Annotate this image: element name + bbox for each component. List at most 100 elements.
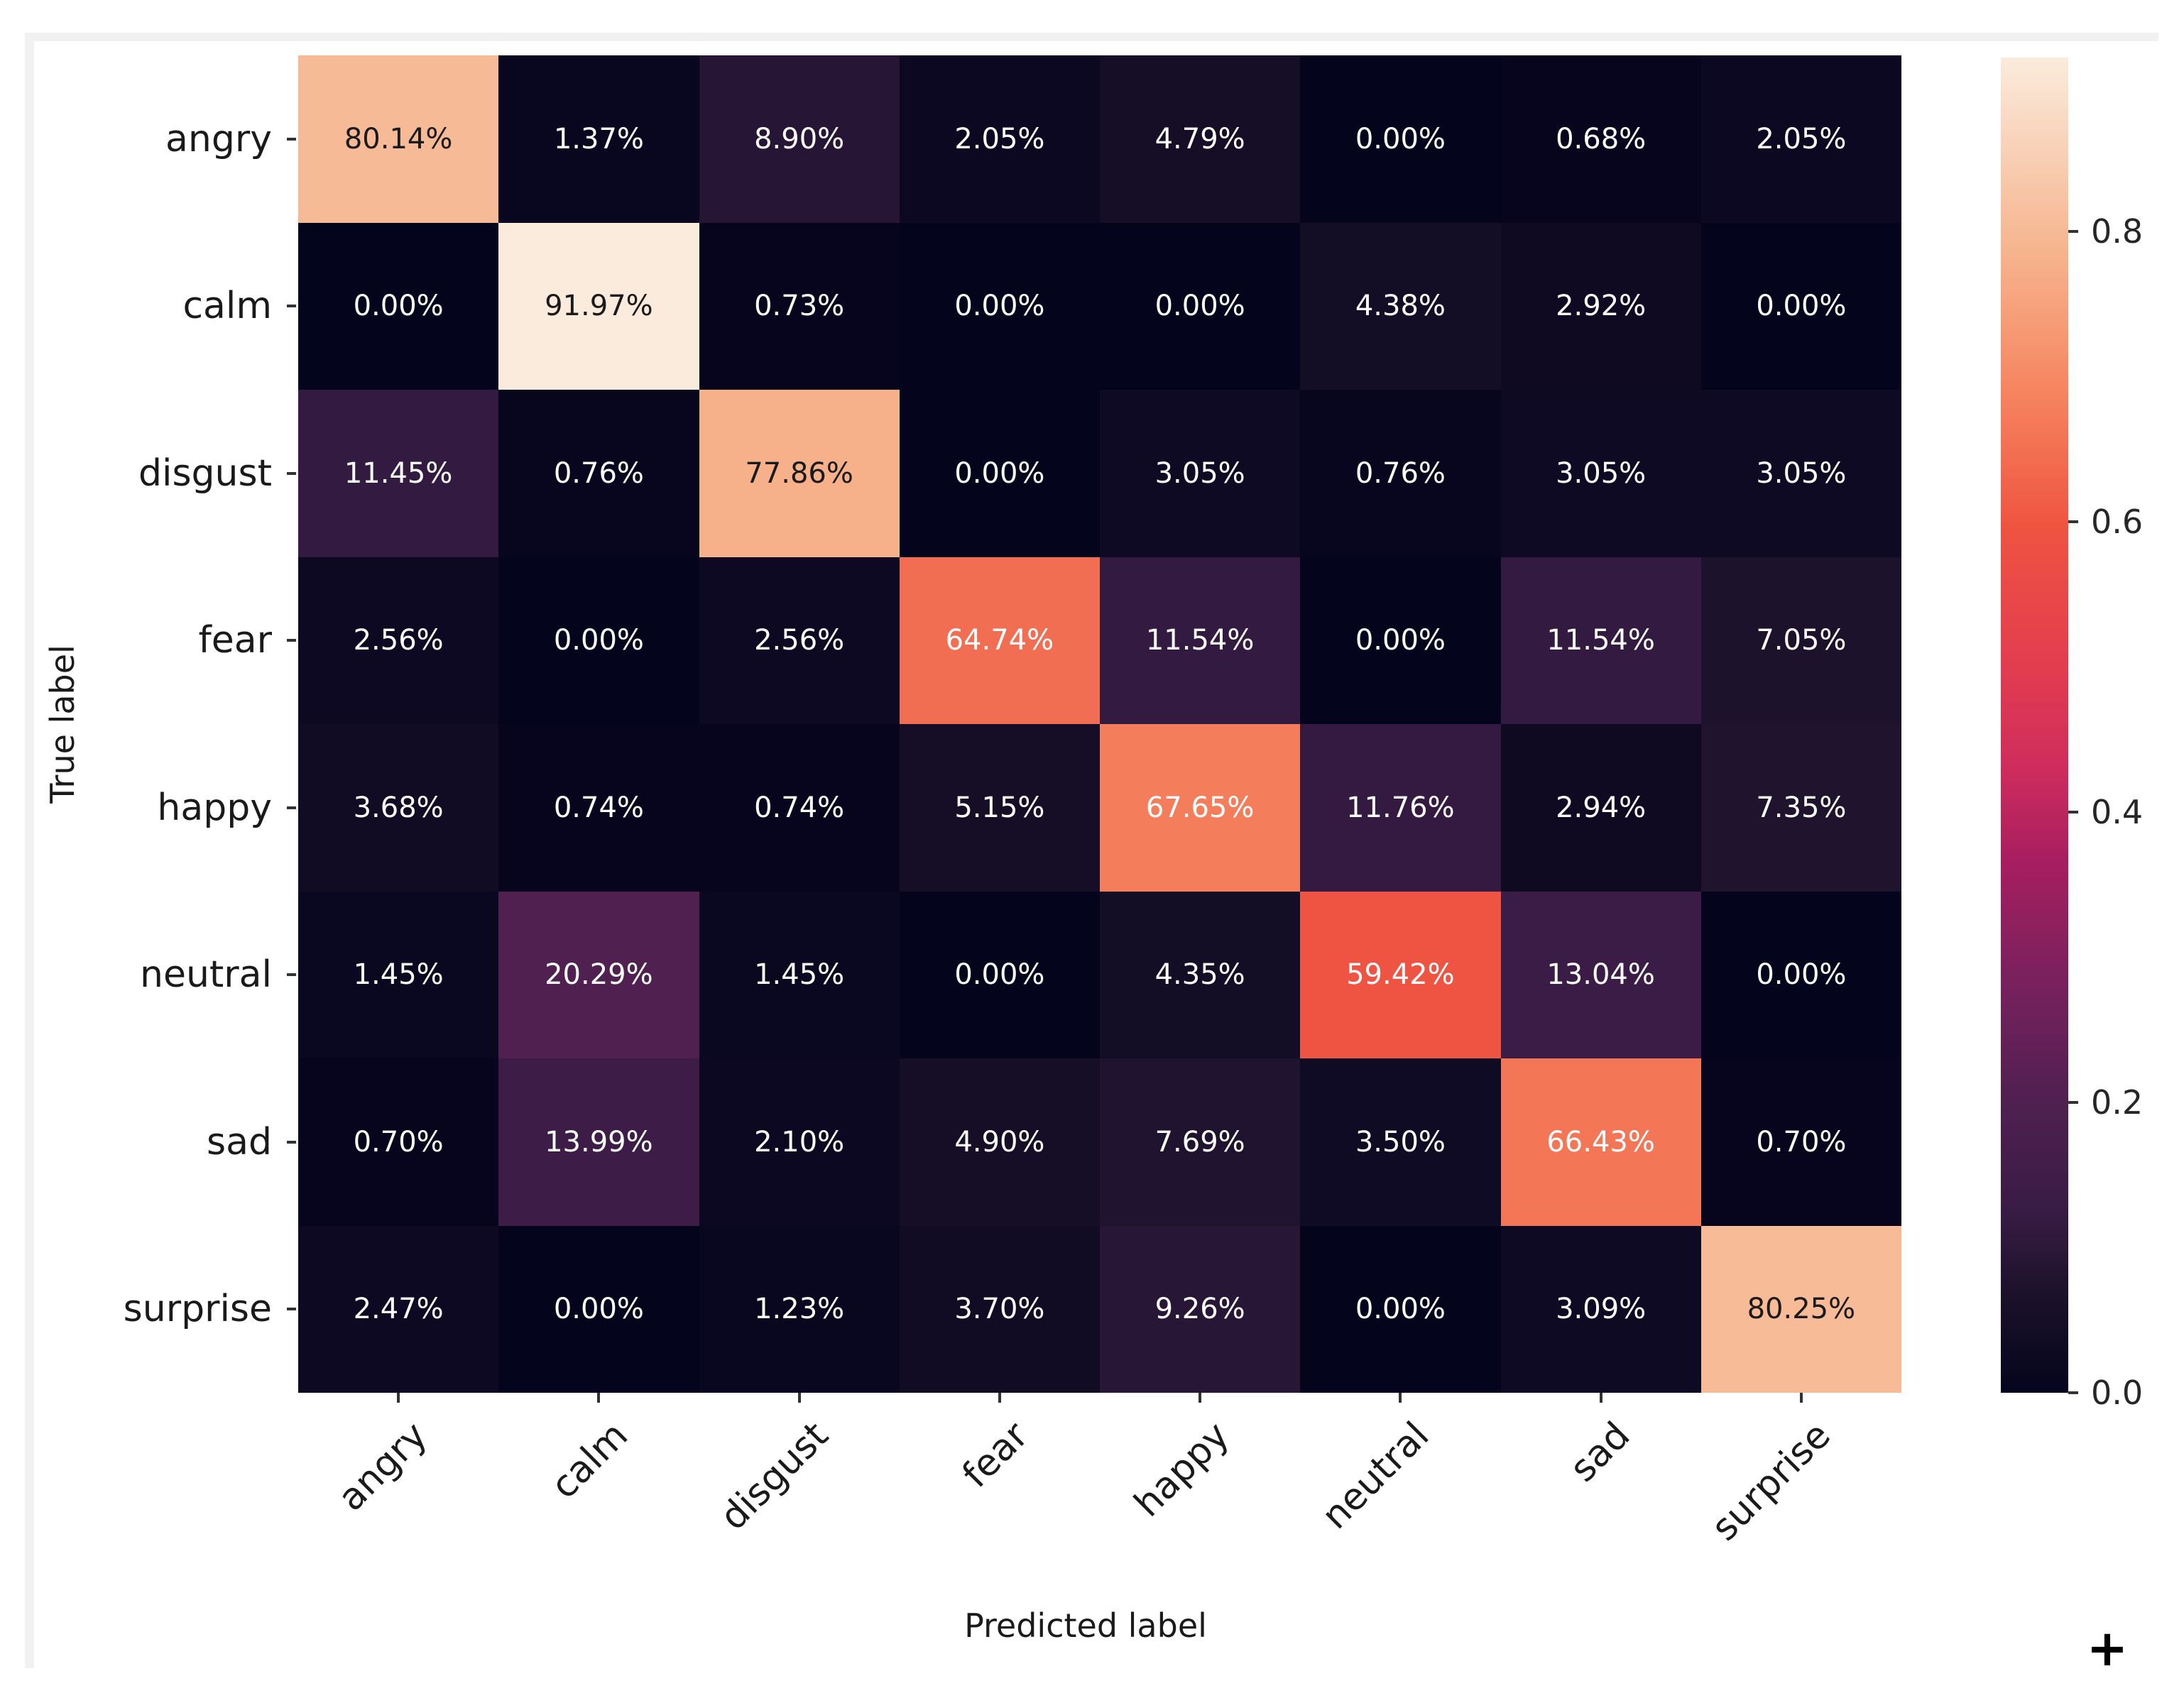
row-label-sad: sad <box>207 1120 272 1163</box>
colorbar-tick <box>2068 1100 2078 1104</box>
colorbar-tick <box>2068 520 2078 523</box>
cell-value: 0.70% <box>353 1125 444 1159</box>
heatmap-cell: 2.56% <box>699 557 900 724</box>
y-axis-tick <box>287 305 296 308</box>
cell-value: 0.74% <box>553 791 644 824</box>
cell-value: 0.00% <box>1756 290 1847 323</box>
heatmap-cell: 2.92% <box>1500 222 1701 390</box>
y-axis-tick <box>287 806 296 809</box>
heatmap-cell: 0.70% <box>1700 1058 1901 1226</box>
heatmap-cell: 0.70% <box>298 1058 499 1226</box>
heatmap-cell: 80.25% <box>1700 1225 1901 1393</box>
heatmap-cell: 2.05% <box>1700 55 1901 223</box>
cell-value: 1.23% <box>754 1293 845 1326</box>
col-label-happy: happy <box>1125 1414 1238 1526</box>
col-label-sad: sad <box>1561 1414 1639 1491</box>
heatmap-cell: 3.68% <box>298 724 499 892</box>
cell-value: 3.05% <box>1556 456 1647 490</box>
heatmap-cell: 0.00% <box>1300 1225 1501 1393</box>
cell-value: 59.42% <box>1346 958 1455 992</box>
colorbar-tick-label: 0.0 <box>2091 1374 2144 1412</box>
cell-value: 0.00% <box>1355 1293 1446 1326</box>
x-axis-tick <box>397 1393 400 1403</box>
cell-value: 0.00% <box>954 456 1045 490</box>
cell-value: 80.25% <box>1747 1293 1856 1326</box>
cell-value: 0.76% <box>553 456 644 490</box>
x-axis-tick <box>597 1393 601 1403</box>
heatmap-cell: 0.00% <box>899 222 1100 390</box>
cell-value: 0.00% <box>954 290 1045 323</box>
heatmap-cell: 4.38% <box>1300 222 1501 390</box>
cell-value: 4.79% <box>1154 122 1245 155</box>
cell-value: 3.50% <box>1355 1125 1446 1159</box>
cell-value: 7.35% <box>1756 791 1847 824</box>
x-axis-tick <box>1199 1393 1202 1403</box>
heatmap-cell: 11.76% <box>1300 724 1501 892</box>
heatmap-cell: 0.00% <box>1700 891 1901 1058</box>
cell-value: 0.00% <box>553 624 644 657</box>
cell-value: 7.05% <box>1756 624 1847 657</box>
heatmap-cell: 0.68% <box>1500 55 1701 223</box>
cell-value: 3.05% <box>1756 456 1847 490</box>
cell-value: 80.14% <box>344 122 453 155</box>
x-axis-tick <box>1799 1393 1803 1403</box>
heatmap-cell: 11.45% <box>298 390 499 557</box>
cell-value: 1.45% <box>353 958 444 992</box>
x-axis-tick <box>1399 1393 1402 1403</box>
cell-value: 0.74% <box>754 791 845 824</box>
heatmap-cell: 0.00% <box>899 891 1100 1058</box>
cell-value: 4.38% <box>1355 290 1446 323</box>
heatmap-cell: 9.26% <box>1100 1225 1301 1393</box>
heatmap-cell: 0.73% <box>699 222 900 390</box>
heatmap-cell: 13.04% <box>1500 891 1701 1058</box>
cell-value: 3.68% <box>353 791 444 824</box>
heatmap-cell: 0.74% <box>699 724 900 892</box>
heatmap-cell: 11.54% <box>1100 557 1301 724</box>
cell-value: 13.99% <box>545 1125 653 1159</box>
heatmap-cell: 1.45% <box>699 891 900 1058</box>
heatmap-cell: 0.00% <box>1100 222 1301 390</box>
window-frame-left-border <box>25 33 34 1668</box>
cell-value: 0.00% <box>353 290 444 323</box>
y-axis-tick <box>287 973 296 977</box>
heatmap-cell: 11.54% <box>1500 557 1701 724</box>
heatmap-cell: 0.00% <box>298 222 499 390</box>
cell-value: 0.00% <box>1154 290 1245 323</box>
x-axis-tick <box>797 1393 801 1403</box>
row-label-calm: calm <box>182 285 272 328</box>
cell-value: 2.47% <box>353 1293 444 1326</box>
cell-value: 0.00% <box>1355 122 1446 155</box>
cell-value: 11.54% <box>1145 624 1255 657</box>
heatmap-cell: 20.29% <box>498 891 699 1058</box>
y-axis-tick <box>287 1308 296 1311</box>
cell-value: 7.69% <box>1154 1125 1245 1159</box>
cell-value: 2.10% <box>754 1125 845 1159</box>
cell-value: 0.73% <box>754 290 845 323</box>
heatmap-cell: 0.74% <box>498 724 699 892</box>
cell-value: 13.04% <box>1546 958 1655 992</box>
colorbar-tick <box>2068 810 2078 814</box>
heatmap-cell: 2.56% <box>298 557 499 724</box>
cell-value: 0.00% <box>553 1293 644 1326</box>
row-label-disgust: disgust <box>138 451 272 495</box>
cell-value: 0.76% <box>1355 456 1446 490</box>
window-frame-top-border <box>25 33 2158 41</box>
heatmap-cell: 0.00% <box>498 557 699 724</box>
colorbar-tick-label: 0.4 <box>2091 792 2144 831</box>
colorbar-tick <box>2068 1391 2078 1394</box>
cell-value: 91.97% <box>545 290 653 323</box>
col-label-fear: fear <box>954 1414 1037 1496</box>
heatmap-cell: 3.05% <box>1700 390 1901 557</box>
cell-value: 1.37% <box>553 122 644 155</box>
cell-value: 2.56% <box>754 624 845 657</box>
heatmap-cell: 0.00% <box>1300 55 1501 223</box>
y-axis-tick <box>287 1140 296 1144</box>
cell-value: 8.90% <box>754 122 845 155</box>
cell-value: 2.05% <box>1756 122 1847 155</box>
heatmap-cell: 4.79% <box>1100 55 1301 223</box>
row-label-angry: angry <box>165 117 272 160</box>
heatmap-cell: 77.86% <box>699 390 900 557</box>
heatmap-cell: 64.74% <box>899 557 1100 724</box>
heatmap-cell: 1.37% <box>498 55 699 223</box>
heatmap-cell: 2.05% <box>899 55 1100 223</box>
